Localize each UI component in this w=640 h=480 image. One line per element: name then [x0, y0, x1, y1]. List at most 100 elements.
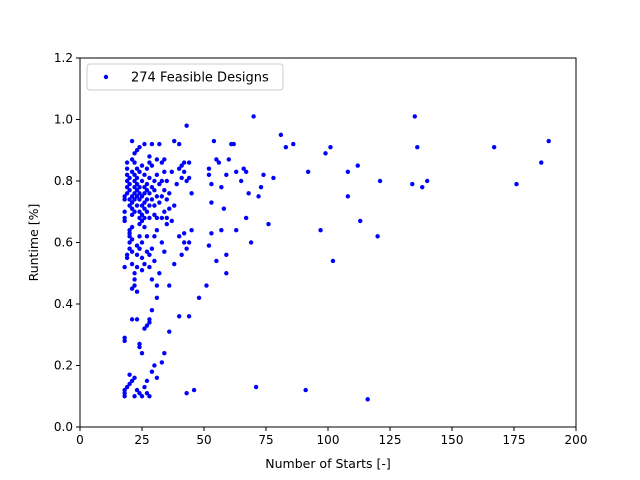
data-point: [139, 240, 145, 245]
data-point: [132, 209, 137, 214]
data-point: [177, 166, 182, 171]
data-point: [127, 188, 132, 193]
data-point: [425, 178, 430, 184]
data-point: [167, 206, 172, 211]
data-point: [271, 175, 276, 181]
data-point: [142, 172, 147, 178]
data-point: [144, 166, 150, 171]
data-point: [137, 209, 142, 214]
y-tick-label: 0.0: [54, 420, 73, 434]
data-point: [134, 188, 140, 193]
data-point: [291, 141, 296, 147]
data-point: [127, 228, 132, 233]
data-point: [122, 218, 127, 224]
data-point: [154, 375, 160, 380]
data-point: [144, 188, 150, 193]
data-point: [377, 178, 383, 184]
data-point: [226, 157, 231, 162]
data-point: [184, 123, 189, 128]
data-point: [152, 188, 157, 193]
data-point: [224, 252, 229, 257]
data-point: [186, 175, 192, 181]
data-point: [159, 194, 165, 199]
data-point: [253, 384, 259, 390]
data-point: [139, 203, 145, 208]
data-point: [214, 157, 219, 162]
data-point: [206, 172, 212, 178]
data-point: [129, 237, 135, 242]
data-point: [491, 144, 497, 150]
data-point: [134, 289, 140, 294]
data-point: [162, 157, 167, 162]
data-point: [181, 160, 187, 165]
data-point: [134, 194, 140, 199]
data-point: [124, 384, 130, 390]
x-tick-label: 150: [441, 433, 464, 447]
data-point: [127, 203, 132, 208]
y-tick-label: 0.2: [54, 359, 73, 373]
data-point: [181, 240, 187, 245]
data-point: [305, 169, 311, 174]
data-point: [147, 191, 152, 196]
data-point: [177, 141, 182, 147]
data-point: [177, 314, 182, 319]
data-point: [184, 178, 189, 184]
data-point: [124, 252, 130, 257]
data-point: [137, 191, 142, 196]
data-point: [132, 191, 137, 196]
data-point: [137, 390, 142, 396]
data-point: [137, 197, 142, 202]
data-point: [144, 323, 150, 328]
data-point: [167, 329, 172, 334]
data-point: [142, 384, 147, 390]
data-point: [157, 200, 162, 205]
data-point: [122, 215, 127, 221]
x-tick-label: 200: [565, 433, 588, 447]
x-tick-label: 125: [379, 433, 402, 447]
data-point: [142, 191, 147, 196]
data-point: [147, 320, 152, 325]
data-point: [139, 351, 145, 356]
data-point: [134, 252, 140, 257]
data-point: [122, 335, 127, 341]
data-point: [415, 144, 420, 150]
data-point: [132, 394, 137, 399]
y-tick-label: 0.6: [54, 236, 73, 250]
data-point: [154, 194, 160, 199]
legend: 274 Feasible Designs: [86, 63, 284, 91]
data-point: [358, 218, 363, 224]
data-point: [323, 151, 328, 156]
data-point: [129, 378, 135, 384]
data-point: [132, 160, 137, 165]
data-point: [243, 169, 249, 174]
data-point: [186, 240, 192, 245]
data-point: [127, 181, 132, 187]
data-point: [241, 166, 246, 171]
data-point: [127, 234, 132, 239]
data-point: [154, 283, 160, 288]
data-point: [134, 148, 140, 153]
data-point: [137, 246, 142, 251]
y-tick-label: 0.4: [54, 297, 73, 311]
data-point: [132, 172, 137, 178]
legend-marker: [103, 74, 109, 80]
data-point: [234, 228, 239, 233]
data-point: [142, 184, 147, 190]
data-point: [129, 249, 135, 254]
data-point: [169, 169, 174, 174]
data-point: [157, 181, 162, 187]
data-point: [328, 144, 333, 150]
data-point: [345, 169, 351, 174]
data-point: [132, 271, 137, 276]
data-point: [144, 378, 150, 384]
x-tick-label: 75: [258, 433, 273, 447]
data-point: [172, 203, 177, 208]
data-point: [137, 215, 142, 221]
data-point: [127, 175, 132, 181]
data-point: [209, 200, 214, 205]
y-tick-label: 1.2: [54, 51, 73, 65]
data-point: [278, 132, 284, 138]
data-point: [258, 184, 264, 190]
x-tick-label: 50: [196, 433, 211, 447]
data-point: [211, 138, 217, 144]
